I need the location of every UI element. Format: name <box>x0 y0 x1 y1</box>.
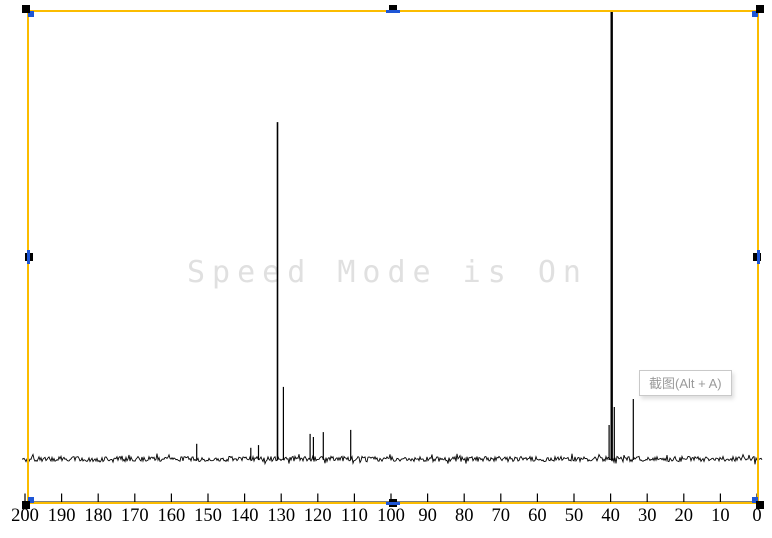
x-axis-label: 160 <box>158 506 186 526</box>
x-axis-label: 80 <box>455 506 474 526</box>
handle-accent <box>752 497 758 503</box>
x-axis-label: 110 <box>341 506 368 526</box>
handle-knob <box>756 501 764 509</box>
handle-accent <box>757 250 760 264</box>
baseline-noise <box>22 453 763 466</box>
x-axis-label: 150 <box>194 506 222 526</box>
x-axis-label: 60 <box>528 506 547 526</box>
x-axis-label: 120 <box>304 506 332 526</box>
selection-handle-middle-left[interactable] <box>21 250 35 264</box>
handle-knob <box>389 5 397 13</box>
x-axis-label: 190 <box>48 506 76 526</box>
selection-handle-middle-right[interactable] <box>751 250 765 264</box>
selection-handle-top-middle[interactable] <box>386 4 400 18</box>
x-axis-label: 10 <box>711 506 730 526</box>
x-axis-label: 170 <box>121 506 149 526</box>
x-axis-label: 70 <box>492 506 511 526</box>
handle-accent <box>386 502 400 505</box>
handle-knob <box>22 501 30 509</box>
x-axis-label: 20 <box>675 506 694 526</box>
handle-accent <box>27 250 30 264</box>
x-axis-label: 180 <box>84 506 112 526</box>
handle-accent <box>28 497 34 503</box>
handle-accent <box>28 11 34 17</box>
x-axis-label: 100 <box>377 506 405 526</box>
screenshot-hotkey-tooltip: 截图(Alt + A) <box>639 370 732 396</box>
x-axis-label: 40 <box>601 506 620 526</box>
selection-handle-top-left[interactable] <box>21 4 35 18</box>
x-axis-label: 140 <box>231 506 259 526</box>
handle-knob <box>22 5 30 13</box>
watermark-text: Speed Mode is On <box>187 255 588 290</box>
selection-handle-bottom-middle[interactable] <box>386 496 400 510</box>
x-axis-label: 50 <box>565 506 584 526</box>
x-axis-label: 130 <box>267 506 295 526</box>
x-axis-label: 90 <box>418 506 437 526</box>
x-axis-label: 30 <box>638 506 657 526</box>
handle-accent <box>386 10 400 13</box>
x-axis-label: 0 <box>752 506 761 526</box>
tooltip-label: 截图(Alt + A) <box>649 376 722 391</box>
selection-handle-bottom-left[interactable] <box>21 496 35 510</box>
x-axis-label: 200 <box>11 506 39 526</box>
selection-handle-top-right[interactable] <box>751 4 765 18</box>
handle-accent <box>752 11 758 17</box>
selection-handle-bottom-right[interactable] <box>751 496 765 510</box>
handle-knob <box>756 5 764 13</box>
